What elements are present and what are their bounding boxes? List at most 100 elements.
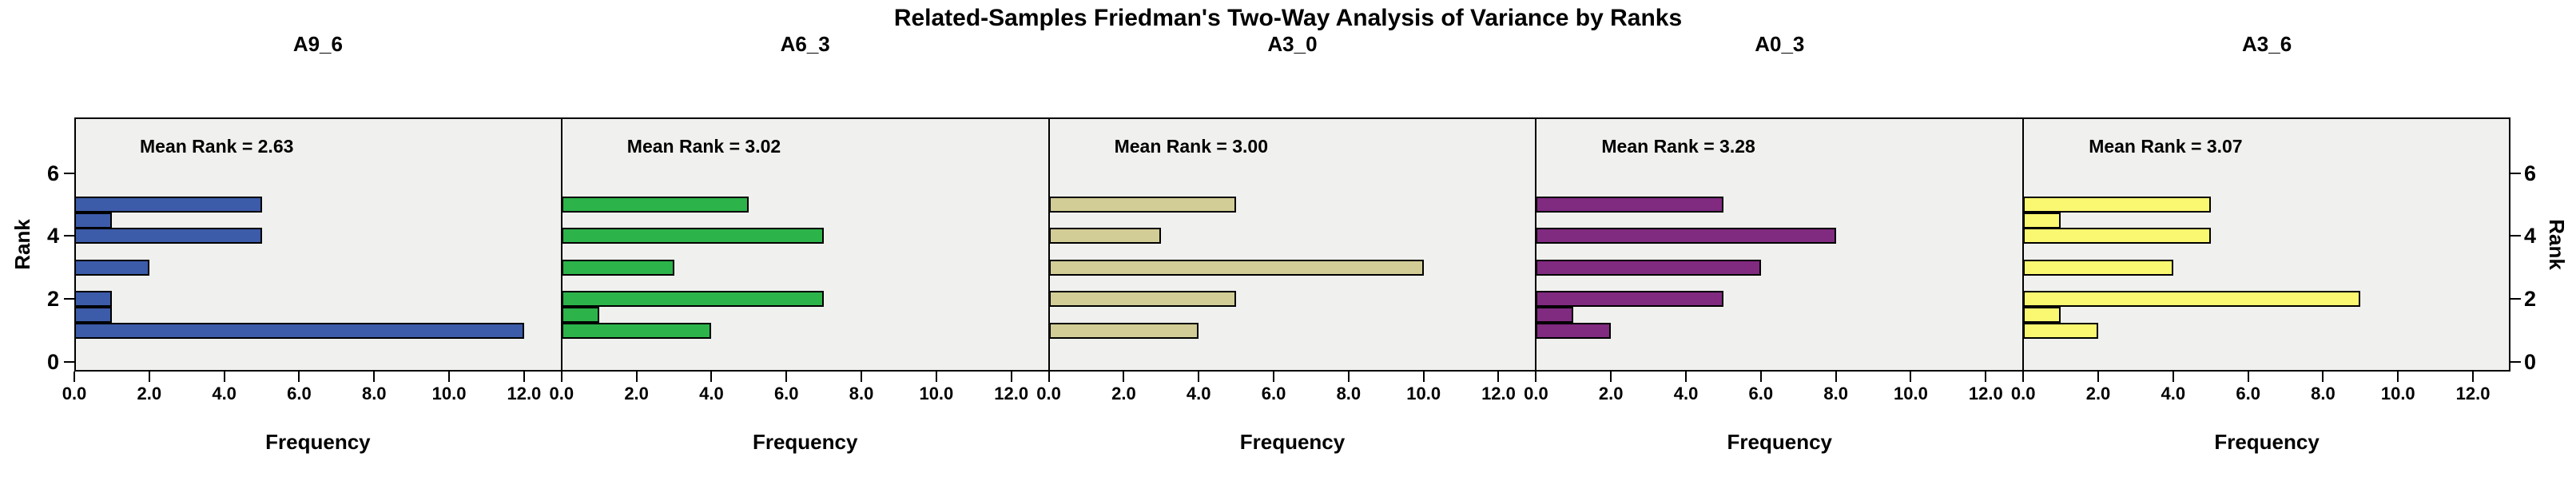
panel-header-A9_6: A9_6 (292, 32, 343, 56)
x-tick-label: 6.0 (1748, 384, 1774, 404)
bar-A0_3-rank-5 (1536, 197, 1723, 213)
x-tick (861, 372, 863, 382)
x-tick-label: 0.0 (549, 384, 574, 404)
bar-A6_3-rank-4 (561, 228, 825, 244)
x-tick-label: 10.0 (1894, 384, 1928, 404)
bar-A3_0-rank-4 (1048, 228, 1162, 244)
x-tick (2397, 372, 2399, 382)
y-tick-left (64, 298, 74, 300)
x-tick (1610, 372, 1612, 382)
y-tick-label-left: 4 (46, 224, 59, 248)
panel-header-A3_6: A3_6 (2242, 32, 2292, 56)
x-tick (523, 372, 525, 382)
x-tick (935, 372, 937, 382)
panel-separator (1535, 117, 1537, 372)
y-tick-label-right: 6 (2524, 161, 2537, 185)
x-tick-label: 6.0 (287, 384, 312, 404)
x-tick-label: 6.0 (2236, 384, 2260, 404)
bar-A9_6-rank-2 (74, 291, 112, 308)
x-axis-title-A3_6: Frequency (2214, 430, 2320, 454)
panel-separator (2022, 117, 2025, 372)
bar-A6_3-rank-5 (561, 197, 749, 213)
x-tick (2022, 372, 2025, 382)
x-tick (560, 372, 563, 382)
bar-A0_3-rank-3 (1536, 259, 1761, 276)
panel-separator (560, 117, 563, 372)
y-tick-right (2510, 361, 2521, 363)
x-tick-label: 12.0 (2455, 384, 2491, 404)
y-tick-label-right: 0 (2524, 350, 2537, 374)
x-tick-label: 8.0 (1336, 384, 1362, 404)
x-tick-label: 2.0 (1111, 384, 1136, 404)
bar-A9_6-rank-1.5 (74, 306, 112, 323)
bar-A0_3-rank-1 (1536, 322, 1612, 339)
mean-rank-label-A3_0: Mean Rank = 3.00 (1114, 136, 1268, 157)
y-tick-left (64, 172, 74, 174)
y-tick-label-left: 2 (46, 287, 59, 312)
x-tick (1685, 372, 1688, 382)
y-tick-right (2510, 298, 2521, 300)
x-tick-label: 8.0 (2311, 384, 2335, 404)
bar-A9_6-rank-3 (74, 259, 149, 276)
bar-A0_3-rank-1.5 (1536, 306, 1574, 323)
bar-A0_3-rank-2 (1536, 291, 1723, 308)
x-tick (1759, 372, 1762, 382)
bar-A3_6-rank-2 (2023, 291, 2361, 308)
y-axis-title-right: Rank (2545, 219, 2569, 270)
x-tick-label: 4.0 (1673, 384, 1699, 404)
x-tick-label: 2.0 (2085, 384, 2111, 404)
x-tick-label: 12.0 (994, 384, 1029, 404)
y-tick-right (2510, 235, 2521, 237)
bar-A6_3-rank-1.5 (561, 306, 599, 323)
x-tick (2247, 372, 2249, 382)
bar-A9_6-rank-4 (74, 228, 262, 244)
x-tick (1047, 372, 1050, 382)
x-tick-label: 0.0 (1524, 384, 1548, 404)
x-tick-label: 10.0 (919, 384, 954, 404)
bar-A6_3-rank-3 (561, 259, 674, 276)
x-tick (635, 372, 638, 382)
x-tick (223, 372, 225, 382)
x-tick-label: 2.0 (137, 384, 162, 404)
panel-header-A6_3: A6_3 (780, 32, 830, 56)
x-tick (1010, 372, 1012, 382)
y-tick-left (64, 361, 74, 363)
x-tick-label: 8.0 (849, 384, 874, 404)
x-tick (148, 372, 150, 382)
bar-A3_6-rank-4 (2023, 228, 2211, 244)
bar-A3_6-rank-1 (2023, 322, 2098, 339)
x-tick-label: 12.0 (507, 384, 542, 404)
mean-rank-label-A6_3: Mean Rank = 3.02 (626, 136, 781, 157)
x-tick (1835, 372, 1837, 382)
x-tick-label: 0.0 (1036, 384, 1061, 404)
x-tick (785, 372, 788, 382)
bar-A9_6-rank-4.5 (74, 212, 112, 229)
bar-A0_3-rank-4 (1536, 228, 1836, 244)
x-tick-label: 2.0 (1598, 384, 1624, 404)
bar-A9_6-rank-5 (74, 197, 262, 213)
x-tick-label: 10.0 (431, 384, 467, 404)
x-tick (1198, 372, 1200, 382)
x-tick-label: 12.0 (1968, 384, 2003, 404)
x-tick-label: 8.0 (1823, 384, 1848, 404)
panel-separator (1047, 117, 1050, 372)
x-tick-label: 12.0 (1481, 384, 1516, 404)
x-tick-label: 8.0 (361, 384, 387, 404)
x-tick (2172, 372, 2174, 382)
bar-A9_6-rank-1 (74, 322, 524, 339)
y-axis-title-left: Rank (10, 219, 34, 270)
chart-title: Related-Samples Friedman's Two-Way Analy… (893, 5, 1683, 31)
x-tick-label: 0.0 (62, 384, 87, 404)
x-axis-title-A0_3: Frequency (1727, 430, 1833, 454)
mean-rank-label-A9_6: Mean Rank = 2.63 (140, 136, 294, 157)
x-tick (1273, 372, 1275, 382)
y-tick-left (64, 235, 74, 237)
bar-A3_0-rank-5 (1048, 197, 1237, 213)
x-tick (2097, 372, 2099, 382)
bar-A3_0-rank-2 (1048, 291, 1237, 308)
x-tick (373, 372, 376, 382)
x-tick-label: 10.0 (1406, 384, 1441, 404)
y-tick-label-left: 6 (46, 161, 59, 185)
x-tick (298, 372, 300, 382)
